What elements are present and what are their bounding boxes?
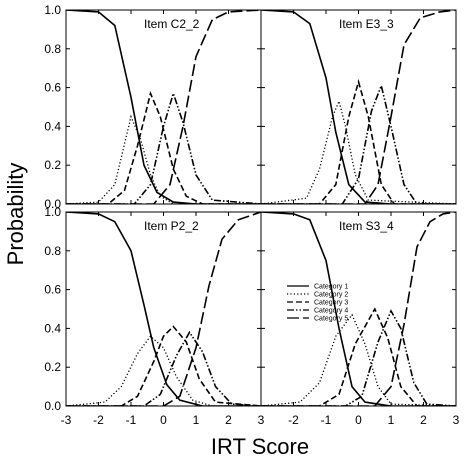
curve-category-5	[261, 10, 456, 204]
y-tick-label: 0.2	[44, 360, 61, 374]
curve-category-4	[261, 309, 456, 406]
curve-category-2	[261, 313, 456, 406]
y-tick-label: 1.0	[44, 205, 61, 219]
y-tick-label: 0.4	[44, 321, 61, 335]
legend-label: Category 3	[314, 300, 348, 307]
curve-category-2	[261, 99, 456, 204]
panel-title: Item P2_2	[144, 219, 199, 233]
y-tick-label: 0.8	[44, 42, 61, 56]
legend-label: Category 4	[314, 308, 348, 315]
x-tick-label: -2	[93, 413, 104, 427]
legend-label: Category 1	[314, 284, 348, 291]
x-tick-label: 3	[453, 413, 460, 427]
y-tick-label: 0.6	[44, 283, 61, 297]
panel-3: Item P2_2	[65, 211, 262, 407]
legend-label: Category 5	[314, 316, 348, 323]
panel-1: Item C2_2	[65, 9, 262, 205]
curve-category-1	[261, 212, 456, 406]
curve-category-3	[261, 307, 456, 406]
x-tick-label: -1	[321, 413, 332, 427]
x-tick-label: -1	[126, 413, 137, 427]
curve-category-5	[66, 10, 261, 204]
curve-category-3	[261, 78, 456, 204]
x-tick-label: -3	[61, 413, 72, 427]
curve-category-4	[66, 330, 261, 406]
x-axis-title: IRT Score	[211, 434, 309, 459]
x-tick-label: 0	[355, 413, 362, 427]
curve-category-4	[66, 90, 261, 204]
panel-title: Item S3_4	[339, 219, 394, 233]
x-tick-label: -2	[288, 413, 299, 427]
x-tick-label: 2	[420, 413, 427, 427]
panels-layer: Item C2_2 Item E3_3 Item P2_2 Item S3_4 Cate…	[65, 9, 457, 407]
panel-frame	[260, 211, 457, 407]
panel-title: Item C2_2	[144, 17, 200, 31]
curve-category-5	[66, 212, 261, 406]
x-tick-label: 1	[388, 413, 395, 427]
curve-category-3	[66, 325, 261, 406]
legend-label: Category 2	[314, 292, 348, 299]
curve-category-1	[66, 212, 261, 406]
x-tick-label: 1	[193, 413, 200, 427]
curve-category-2	[66, 114, 261, 204]
y-tick-label: 0.8	[44, 244, 61, 258]
panel-frame	[65, 9, 262, 205]
y-tick-label: 0.2	[44, 158, 61, 172]
curve-category-4	[261, 83, 456, 204]
panel-title: Item E3_3	[339, 17, 394, 31]
y-tick-label: 0.6	[44, 81, 61, 95]
curve-category-1	[66, 10, 261, 204]
ticks-layer: 0.00.20.40.60.81.00.00.20.40.60.81.0-3 -2…	[44, 3, 459, 427]
y-tick-label: 0.0	[44, 197, 61, 211]
curve-category-1	[261, 10, 456, 204]
y-tick-label: 0.0	[44, 399, 61, 413]
y-axis-title: Probability	[3, 163, 28, 266]
y-tick-label: 1.0	[44, 3, 61, 17]
y-tick-label: 0.4	[44, 119, 61, 133]
curve-category-3	[66, 90, 261, 204]
curve-category-5	[261, 212, 456, 406]
curve-category-2	[66, 335, 261, 406]
x-tick-label: 3	[258, 413, 265, 427]
panel-2: Item E3_3	[260, 9, 457, 205]
x-tick-label: 0	[160, 413, 167, 427]
x-tick-label: 2	[225, 413, 232, 427]
